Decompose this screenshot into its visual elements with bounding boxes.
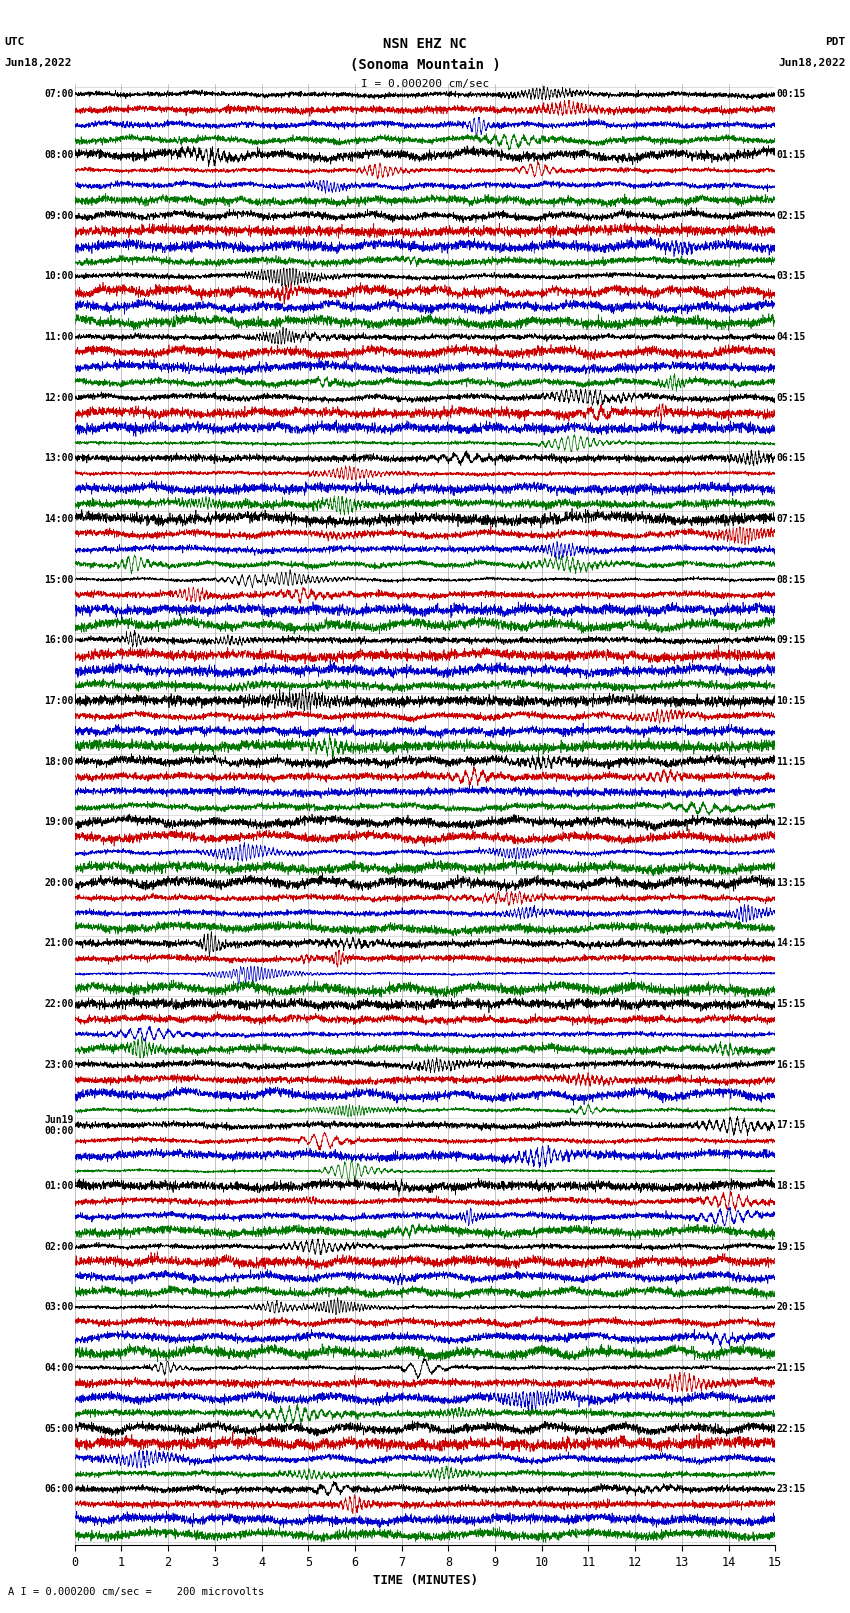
Text: 18:15: 18:15 (777, 1181, 806, 1190)
Text: 04:00: 04:00 (44, 1363, 73, 1373)
Text: 02:00: 02:00 (44, 1242, 73, 1252)
Text: 00:15: 00:15 (777, 89, 806, 100)
Text: 21:15: 21:15 (777, 1363, 806, 1373)
Text: Jun18,2022: Jun18,2022 (779, 58, 846, 68)
Text: 15:15: 15:15 (777, 998, 806, 1010)
Text: 20:00: 20:00 (44, 877, 73, 887)
Text: UTC: UTC (4, 37, 25, 47)
Text: 08:00: 08:00 (44, 150, 73, 160)
Text: 05:00: 05:00 (44, 1424, 73, 1434)
Text: I = 0.000200 cm/sec: I = 0.000200 cm/sec (361, 79, 489, 89)
Text: 10:15: 10:15 (777, 695, 806, 706)
Text: 11:15: 11:15 (777, 756, 806, 766)
Text: Jun18,2022: Jun18,2022 (4, 58, 71, 68)
Text: 02:15: 02:15 (777, 211, 806, 221)
Text: 20:15: 20:15 (777, 1302, 806, 1313)
Text: 03:00: 03:00 (44, 1302, 73, 1313)
Text: 05:15: 05:15 (777, 392, 806, 403)
Text: 07:00: 07:00 (44, 89, 73, 100)
Text: 22:15: 22:15 (777, 1424, 806, 1434)
Text: 18:00: 18:00 (44, 756, 73, 766)
X-axis label: TIME (MINUTES): TIME (MINUTES) (372, 1574, 478, 1587)
Text: Jun19
00:00: Jun19 00:00 (44, 1115, 73, 1136)
Text: 08:15: 08:15 (777, 574, 806, 584)
Text: 09:15: 09:15 (777, 636, 806, 645)
Text: 16:00: 16:00 (44, 636, 73, 645)
Text: 19:00: 19:00 (44, 818, 73, 827)
Text: 01:00: 01:00 (44, 1181, 73, 1190)
Text: 07:15: 07:15 (777, 515, 806, 524)
Text: (Sonoma Mountain ): (Sonoma Mountain ) (349, 58, 501, 73)
Text: A I = 0.000200 cm/sec =    200 microvolts: A I = 0.000200 cm/sec = 200 microvolts (8, 1587, 264, 1597)
Text: 21:00: 21:00 (44, 939, 73, 948)
Text: 06:15: 06:15 (777, 453, 806, 463)
Text: 23:00: 23:00 (44, 1060, 73, 1069)
Text: 01:15: 01:15 (777, 150, 806, 160)
Text: NSN EHZ NC: NSN EHZ NC (383, 37, 467, 52)
Text: 13:00: 13:00 (44, 453, 73, 463)
Text: 16:15: 16:15 (777, 1060, 806, 1069)
Text: 14:15: 14:15 (777, 939, 806, 948)
Text: 22:00: 22:00 (44, 998, 73, 1010)
Text: 19:15: 19:15 (777, 1242, 806, 1252)
Text: 13:15: 13:15 (777, 877, 806, 887)
Text: 23:15: 23:15 (777, 1484, 806, 1494)
Text: 03:15: 03:15 (777, 271, 806, 281)
Text: 14:00: 14:00 (44, 515, 73, 524)
Text: 17:00: 17:00 (44, 695, 73, 706)
Text: PDT: PDT (825, 37, 846, 47)
Text: 10:00: 10:00 (44, 271, 73, 281)
Text: 09:00: 09:00 (44, 211, 73, 221)
Text: 04:15: 04:15 (777, 332, 806, 342)
Text: 12:00: 12:00 (44, 392, 73, 403)
Text: 15:00: 15:00 (44, 574, 73, 584)
Text: 06:00: 06:00 (44, 1484, 73, 1494)
Text: 12:15: 12:15 (777, 818, 806, 827)
Text: 11:00: 11:00 (44, 332, 73, 342)
Text: 17:15: 17:15 (777, 1121, 806, 1131)
